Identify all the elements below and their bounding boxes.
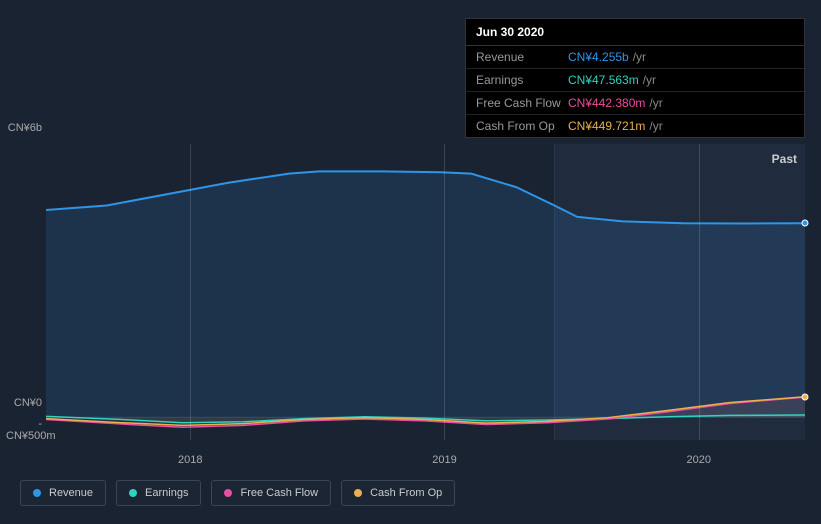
x-axis-label: 2018: [178, 454, 202, 466]
legend-label: Cash From Op: [370, 487, 442, 499]
x-axis-label: 2020: [686, 454, 710, 466]
tooltip-row: Cash From OpCN¥449.721m/yr: [466, 115, 804, 137]
legend-item[interactable]: Cash From Op: [341, 480, 455, 506]
tooltip-row: Free Cash FlowCN¥442.380m/yr: [466, 92, 804, 115]
legend-item[interactable]: Revenue: [20, 480, 106, 506]
tooltip-metric-unit: /yr: [649, 96, 662, 110]
tooltip-metric-value: CN¥449.721m: [568, 119, 645, 133]
tooltip-metric-unit: /yr: [633, 50, 646, 64]
gridline: [699, 144, 700, 440]
tooltip-metric-unit: /yr: [649, 119, 662, 133]
chart-legend: Revenue Earnings Free Cash Flow Cash From O…: [20, 480, 455, 506]
y-axis-label: CN¥0: [6, 397, 42, 409]
tooltip-metric-label: Cash From Op: [476, 119, 568, 133]
tooltip-metric-label: Earnings: [476, 73, 568, 87]
legend-item[interactable]: Free Cash Flow: [211, 480, 331, 506]
gridline: [190, 144, 191, 440]
y-axis-label: CN¥6b: [6, 122, 42, 134]
series-endpoint-dot: [802, 220, 809, 227]
tooltip-row: RevenueCN¥4.255b/yr: [466, 46, 804, 69]
y-axis-label: -CN¥500m: [6, 418, 42, 442]
legend-swatch: [129, 489, 137, 497]
legend-swatch: [33, 489, 41, 497]
tooltip-date: Jun 30 2020: [466, 19, 804, 46]
past-band-label: Past: [772, 152, 797, 166]
financials-chart: CN¥6bCN¥0-CN¥500m Past 201820192020: [16, 120, 805, 460]
tooltip-metric-value: CN¥47.563m: [568, 73, 639, 87]
legend-item[interactable]: Earnings: [116, 480, 201, 506]
legend-label: Free Cash Flow: [240, 487, 318, 499]
tooltip-row: EarningsCN¥47.563m/yr: [466, 69, 804, 92]
chart-tooltip: Jun 30 2020 RevenueCN¥4.255b/yrEarningsC…: [465, 18, 805, 138]
legend-label: Revenue: [49, 487, 93, 499]
tooltip-metric-label: Free Cash Flow: [476, 96, 568, 110]
legend-label: Earnings: [145, 487, 188, 499]
series-endpoint-dot: [802, 393, 809, 400]
legend-swatch: [224, 489, 232, 497]
gridline: [444, 144, 445, 440]
legend-swatch: [354, 489, 362, 497]
tooltip-metric-unit: /yr: [643, 73, 656, 87]
tooltip-metric-value: CN¥442.380m: [568, 96, 645, 110]
tooltip-metric-value: CN¥4.255b: [568, 50, 629, 64]
tooltip-metric-label: Revenue: [476, 50, 568, 64]
x-axis-label: 2019: [432, 454, 456, 466]
